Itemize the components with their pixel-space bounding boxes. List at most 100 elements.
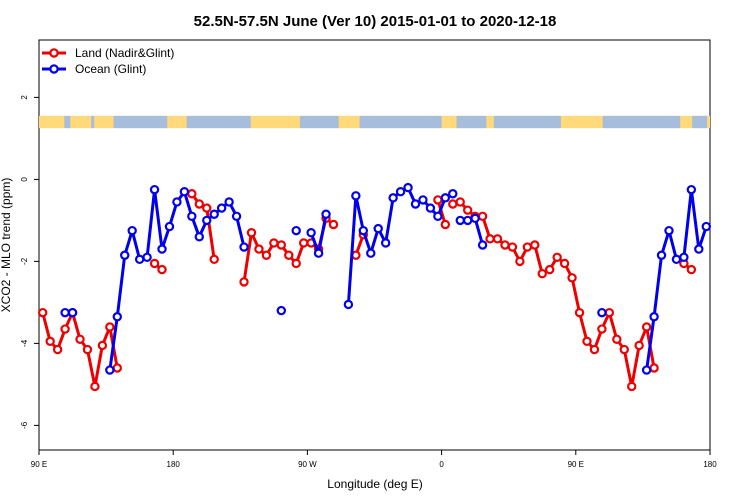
data-point xyxy=(597,324,607,334)
y-tick-label: 2 xyxy=(20,95,29,100)
data-point xyxy=(38,307,48,318)
data-point xyxy=(306,227,316,238)
data-point xyxy=(75,334,85,344)
data-point xyxy=(216,203,227,213)
y-tick-label: -2 xyxy=(20,257,29,265)
data-point xyxy=(440,219,451,230)
band-ocean-span xyxy=(493,115,561,129)
data-point xyxy=(619,344,629,355)
data-point xyxy=(597,307,607,318)
data-point xyxy=(664,225,674,236)
data-point xyxy=(60,324,70,334)
data-point xyxy=(395,186,406,197)
data-point xyxy=(433,211,443,221)
data-point xyxy=(60,307,70,318)
series-layer xyxy=(38,182,711,392)
data-point xyxy=(202,215,212,226)
x-tick-label: 90 E xyxy=(31,460,47,469)
data-point xyxy=(552,252,562,262)
series-land xyxy=(38,189,697,392)
data-point xyxy=(239,242,249,252)
data-point xyxy=(246,227,257,238)
data-point xyxy=(455,197,465,207)
data-point xyxy=(649,312,659,322)
data-point xyxy=(276,305,287,316)
band-ocean-span xyxy=(299,115,339,129)
data-point xyxy=(448,199,458,209)
data-point xyxy=(164,221,175,232)
data-point xyxy=(298,238,309,248)
y-axis-label: XCO2 - MLO trend (ppm) xyxy=(0,178,13,313)
data-point xyxy=(470,213,480,224)
data-point xyxy=(522,242,533,252)
data-point xyxy=(634,340,644,351)
data-point xyxy=(589,344,600,355)
data-point xyxy=(231,211,242,221)
band-ocean-span xyxy=(64,115,71,129)
data-point xyxy=(380,238,391,248)
data-point xyxy=(485,234,495,244)
data-point xyxy=(142,252,152,262)
data-point xyxy=(194,199,204,209)
data-point xyxy=(582,336,592,347)
x-tick-label: 180 xyxy=(167,460,181,469)
data-point xyxy=(224,197,234,207)
data-point xyxy=(321,209,331,219)
data-point xyxy=(701,221,711,232)
data-point xyxy=(641,322,652,332)
legend: Land (Nadir&Glint) Ocean (Glint) xyxy=(42,46,174,76)
data-point xyxy=(254,244,264,254)
data-point xyxy=(515,256,525,267)
chart-title: 52.5N-57.5N June (Ver 10) 2015-01-01 to … xyxy=(194,13,557,30)
data-point xyxy=(559,258,570,269)
data-point xyxy=(120,250,130,260)
data-point xyxy=(418,195,428,205)
data-point xyxy=(134,254,145,265)
data-point xyxy=(530,240,540,250)
data-point xyxy=(276,240,287,250)
data-point xyxy=(641,365,652,375)
legend-marker xyxy=(49,64,59,74)
data-point xyxy=(351,191,361,201)
data-point xyxy=(500,240,510,250)
band-ocean-span xyxy=(692,115,708,129)
data-point xyxy=(612,334,622,344)
data-point xyxy=(462,205,473,215)
data-point xyxy=(462,215,473,226)
data-point xyxy=(537,269,547,279)
y-tick-label: 0 xyxy=(20,177,29,182)
data-point xyxy=(97,340,108,351)
data-point xyxy=(313,248,324,258)
data-point xyxy=(269,238,279,248)
data-point xyxy=(455,215,465,226)
data-point xyxy=(105,322,115,332)
legend-label: Land (Nadir&Glint) xyxy=(75,46,174,60)
legend-label: Ocean (Glint) xyxy=(75,62,146,76)
data-point xyxy=(440,193,451,203)
data-point xyxy=(343,299,354,310)
series-line xyxy=(108,188,246,371)
data-point xyxy=(179,186,190,197)
data-point xyxy=(291,258,301,269)
data-point xyxy=(112,363,122,373)
band-ocean-span xyxy=(113,115,168,129)
x-axis-label: Longitude (deg E) xyxy=(327,477,422,491)
data-point xyxy=(149,184,160,195)
x-tick-label: 0 xyxy=(439,460,444,469)
band-ocean-span xyxy=(91,115,95,129)
data-point xyxy=(172,197,182,207)
data-point xyxy=(209,209,219,219)
data-point xyxy=(187,189,197,199)
data-point xyxy=(194,232,204,242)
data-point xyxy=(291,225,301,236)
series-ocean xyxy=(60,182,711,375)
data-point xyxy=(679,252,689,262)
data-point xyxy=(425,203,436,213)
data-point xyxy=(574,307,585,318)
series-line xyxy=(452,200,656,388)
data-point xyxy=(261,250,272,260)
data-point xyxy=(649,363,659,373)
data-point xyxy=(149,258,160,269)
legend-marker xyxy=(49,48,59,58)
data-point xyxy=(433,195,443,205)
